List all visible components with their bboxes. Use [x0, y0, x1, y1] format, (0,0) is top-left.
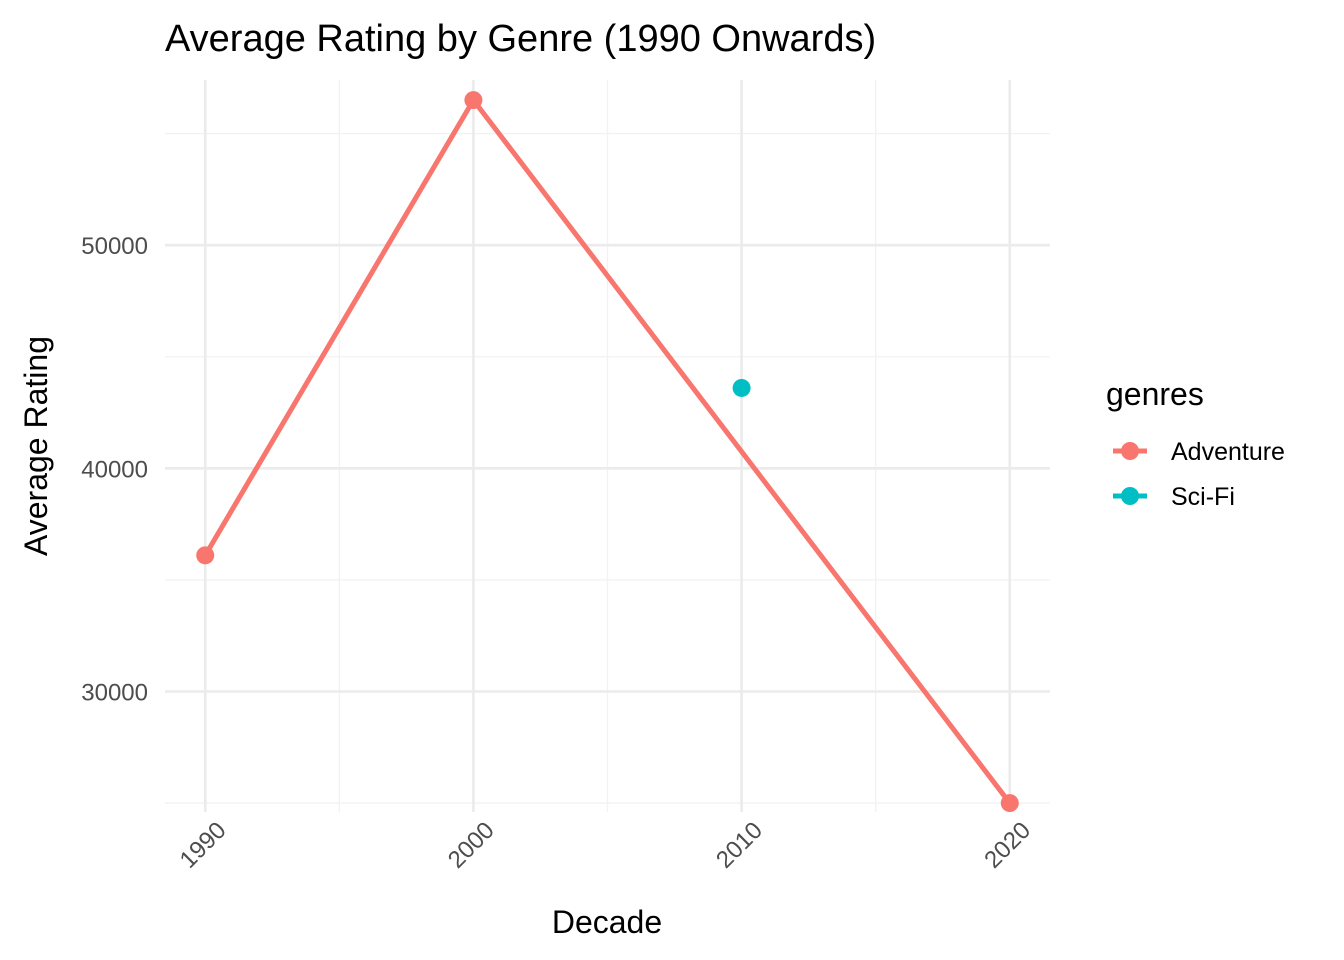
y-tick-label: 50000: [81, 233, 148, 260]
y-tick-label: 30000: [81, 679, 148, 706]
data-point-adventure: [1000, 794, 1019, 813]
y-tick-label: 40000: [81, 456, 148, 483]
x-tick-label: 2000: [443, 817, 500, 874]
data-point-adventure: [196, 546, 215, 565]
legend-title: genres: [1106, 376, 1204, 412]
series-points: [196, 91, 1019, 813]
x-axis-ticks: 1990 2000 2010 2020: [175, 817, 1036, 874]
x-tick-label: 2020: [979, 817, 1036, 874]
legend-label-sci-fi: Sci-Fi: [1171, 483, 1235, 511]
legend: Adventure Sci-Fi: [1113, 438, 1285, 511]
legend-label-adventure: Adventure: [1171, 438, 1285, 466]
legend-key-point-adventure: [1121, 442, 1139, 460]
x-axis-title: Decade: [552, 904, 662, 940]
data-point-sci-fi: [732, 378, 751, 397]
legend-key-point-sci-fi: [1121, 487, 1139, 505]
x-tick-label: 2010: [711, 817, 768, 874]
data-point-adventure: [464, 91, 483, 110]
y-axis-title: Average Rating: [18, 336, 54, 556]
chart-title: Average Rating by Genre (1990 Onwards): [165, 18, 876, 60]
y-axis-ticks: 30000 40000 50000: [81, 233, 148, 706]
grid: [165, 80, 1050, 812]
x-tick-label: 1990: [175, 817, 232, 874]
